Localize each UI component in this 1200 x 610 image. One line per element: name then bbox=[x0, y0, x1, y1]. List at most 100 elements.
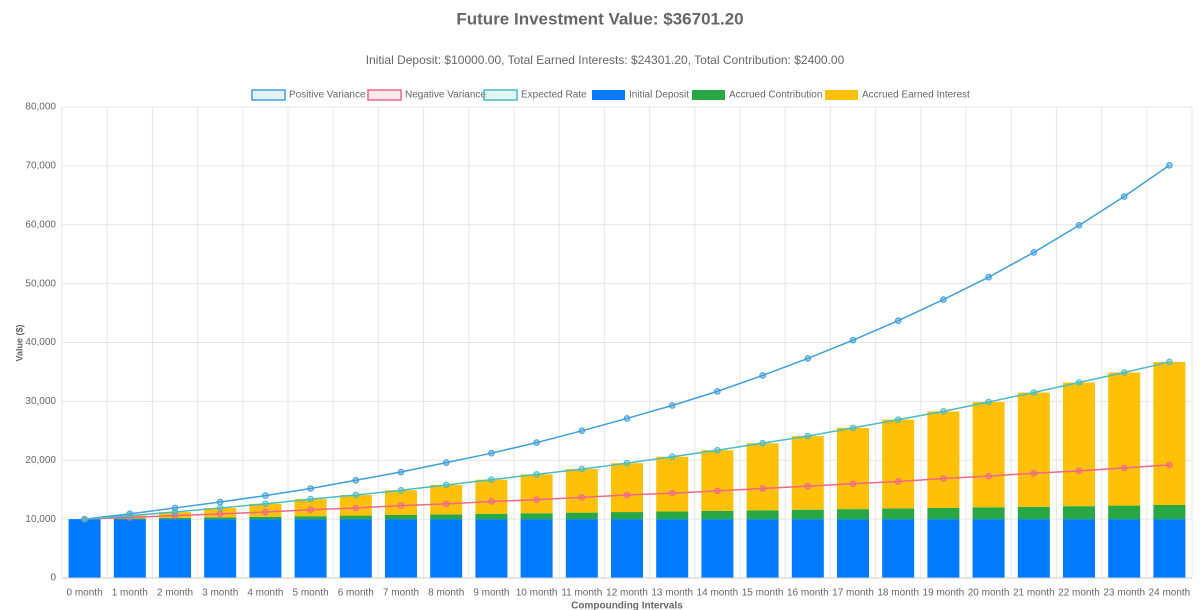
point bbox=[216, 510, 224, 518]
y-tick-label: 40,000 bbox=[25, 337, 56, 348]
point bbox=[940, 475, 947, 482]
x-tick-label: 14 month bbox=[697, 588, 739, 599]
point bbox=[894, 478, 902, 485]
point bbox=[442, 459, 450, 466]
legend-label: Negative Variance bbox=[405, 90, 486, 101]
x-tick-label: 8 month bbox=[428, 588, 464, 599]
point bbox=[623, 491, 631, 499]
bar bbox=[656, 456, 689, 512]
x-tick-label: 21 month bbox=[1013, 588, 1055, 599]
bar bbox=[249, 516, 282, 520]
point bbox=[894, 416, 902, 423]
point bbox=[714, 487, 721, 495]
bar bbox=[791, 509, 824, 520]
point bbox=[1166, 161, 1173, 169]
point bbox=[894, 317, 902, 325]
x-tick-label: 12 month bbox=[606, 588, 648, 599]
bar bbox=[1153, 361, 1186, 505]
bar bbox=[68, 519, 101, 578]
legend-swatch bbox=[483, 89, 518, 101]
x-tick-label: 13 month bbox=[651, 588, 693, 599]
y-tick-label: 30,000 bbox=[25, 396, 56, 407]
bar bbox=[1017, 392, 1050, 507]
bar bbox=[972, 401, 1005, 508]
bar bbox=[656, 519, 689, 578]
x-tick-label: 3 month bbox=[202, 588, 238, 599]
bar bbox=[520, 513, 553, 520]
bar bbox=[701, 450, 734, 511]
y-tick-label: 50,000 bbox=[25, 278, 56, 289]
point bbox=[714, 388, 721, 395]
bar bbox=[837, 519, 869, 578]
x-tick-label: 2 month bbox=[157, 588, 193, 599]
point bbox=[940, 408, 947, 415]
point bbox=[714, 446, 721, 454]
bar bbox=[1063, 519, 1095, 578]
point bbox=[488, 449, 495, 457]
bar bbox=[837, 509, 869, 520]
bar bbox=[249, 519, 282, 578]
point bbox=[1120, 464, 1128, 472]
point bbox=[171, 508, 179, 516]
legend-swatch bbox=[367, 89, 402, 101]
chart-subtitle: Initial Deposit: $10000.00, Total Earned… bbox=[366, 53, 845, 67]
x-tick-label: 17 month bbox=[832, 588, 874, 599]
y-axis-label: Value ($) bbox=[14, 324, 24, 361]
point bbox=[849, 424, 857, 432]
x-tick-label: 5 month bbox=[293, 588, 329, 599]
bar bbox=[565, 519, 598, 578]
point bbox=[578, 494, 586, 501]
legend-label: Accrued Contribution bbox=[729, 90, 822, 101]
point bbox=[442, 500, 450, 508]
point bbox=[533, 471, 540, 478]
bar bbox=[972, 507, 1005, 520]
bar bbox=[1017, 519, 1050, 578]
point bbox=[81, 515, 88, 523]
point bbox=[442, 481, 450, 489]
legend-label: Accrued Earned Interest bbox=[862, 90, 970, 101]
point bbox=[397, 486, 405, 494]
x-tick-label: 7 month bbox=[383, 588, 419, 599]
bar bbox=[611, 463, 643, 513]
point bbox=[488, 498, 495, 505]
x-tick-label: 24 month bbox=[1149, 588, 1191, 599]
legend-swatch bbox=[825, 90, 858, 100]
point bbox=[216, 498, 224, 506]
bar bbox=[1108, 519, 1141, 578]
point bbox=[1030, 389, 1038, 396]
bar bbox=[475, 519, 508, 578]
point bbox=[759, 439, 766, 447]
bar bbox=[339, 515, 372, 520]
bar bbox=[1063, 382, 1095, 507]
point bbox=[849, 336, 857, 344]
x-tick-label: 15 month bbox=[742, 588, 784, 599]
bar bbox=[656, 511, 689, 520]
bar bbox=[385, 515, 417, 520]
bar bbox=[520, 474, 553, 514]
point bbox=[352, 476, 360, 484]
point bbox=[668, 453, 676, 461]
point bbox=[985, 398, 992, 406]
bar bbox=[701, 510, 734, 520]
point bbox=[1120, 369, 1128, 376]
bar bbox=[204, 519, 237, 578]
x-tick-label: 9 month bbox=[473, 588, 509, 599]
point bbox=[533, 496, 540, 503]
point bbox=[262, 508, 269, 516]
point bbox=[759, 372, 766, 379]
point bbox=[488, 476, 495, 483]
point bbox=[985, 472, 992, 480]
bar bbox=[565, 512, 598, 520]
point bbox=[397, 502, 405, 509]
point bbox=[1075, 379, 1083, 386]
point bbox=[668, 402, 676, 409]
x-tick-label: 4 month bbox=[247, 588, 283, 599]
bar bbox=[611, 512, 643, 520]
bar bbox=[1063, 506, 1095, 520]
point bbox=[759, 485, 766, 492]
bar bbox=[204, 517, 237, 520]
bar bbox=[837, 427, 869, 510]
legend-label: Initial Deposit bbox=[629, 90, 689, 101]
x-tick-label: 18 month bbox=[877, 588, 919, 599]
y-tick-label: 60,000 bbox=[25, 219, 56, 230]
